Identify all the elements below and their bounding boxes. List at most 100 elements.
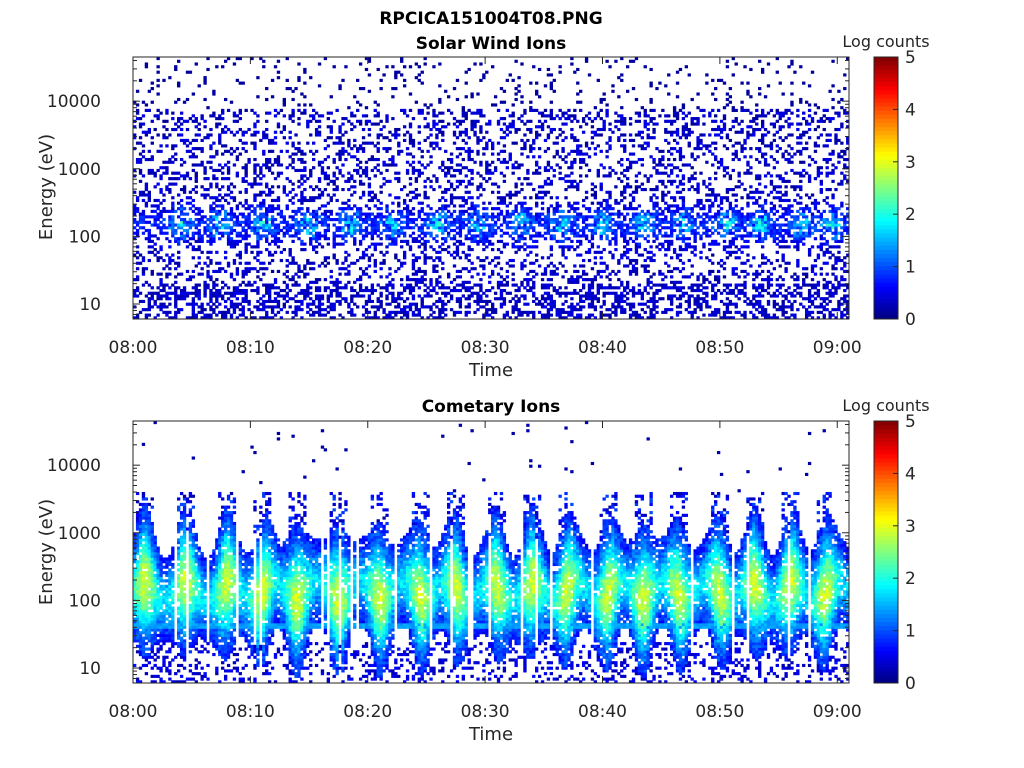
- heatmap-cell: [402, 261, 407, 265]
- heatmap-cell: [502, 160, 507, 164]
- heatmap-cell: [285, 299, 289, 304]
- heatmap-cell: [464, 201, 468, 205]
- heatmap-cell: [309, 218, 313, 222]
- heatmap-cell: [259, 215, 263, 219]
- heatmap-cell: [417, 111, 421, 115]
- heatmap-cell: [394, 299, 398, 304]
- heatmap-cell: [218, 114, 222, 118]
- heatmap-cell: [265, 283, 269, 287]
- heatmap-cell: [397, 177, 401, 181]
- heatmap-cell: [273, 207, 278, 211]
- heatmap-cell: [581, 283, 586, 287]
- heatmap-cell: [185, 269, 190, 274]
- heatmap-cell: [543, 297, 548, 301]
- heatmap-cell: [485, 166, 489, 170]
- heatmap-cell: [267, 188, 272, 192]
- heatmap-cell: [470, 122, 474, 126]
- heatmap-cell: [458, 302, 463, 306]
- heatmap-cell: [133, 253, 137, 257]
- heatmap-cell: [628, 122, 633, 126]
- heatmap-cell: [617, 138, 621, 143]
- heatmap-cell: [162, 125, 166, 129]
- heatmap-cell: [350, 215, 354, 219]
- heatmap-cell: [590, 215, 595, 219]
- heatmap-cell: [265, 291, 269, 295]
- heatmap-cell: [581, 215, 586, 219]
- heatmap-cell: [241, 305, 245, 309]
- heatmap-cell: [394, 171, 398, 175]
- heatmap-cell: [367, 223, 372, 227]
- heatmap-cell: [218, 136, 222, 140]
- heatmap-cell: [543, 231, 548, 235]
- heatmap-cell: [461, 198, 465, 203]
- heatmap-cell: [150, 305, 154, 309]
- heatmap-cell: [179, 272, 184, 276]
- heatmap-cell: [482, 299, 486, 304]
- heatmap-cell: [634, 111, 639, 115]
- heatmap-cell: [537, 95, 542, 99]
- heatmap-cell: [414, 256, 419, 260]
- heatmap-cell: [400, 261, 404, 265]
- heatmap-cell: [520, 231, 524, 235]
- heatmap-cell: [191, 188, 196, 192]
- heatmap-cell: [526, 245, 530, 249]
- heatmap-cell: [452, 237, 457, 241]
- heatmap-cell: [209, 114, 213, 118]
- heatmap-cell: [206, 136, 210, 140]
- heatmap-cell: [432, 267, 436, 271]
- heatmap-cell: [168, 272, 172, 276]
- heatmap-cell: [608, 228, 612, 233]
- heatmap-cell: [576, 278, 580, 282]
- heatmap-cell: [429, 294, 433, 298]
- heatmap-cell: [499, 160, 504, 164]
- heatmap-cell: [485, 223, 489, 227]
- heatmap-cell: [303, 95, 307, 99]
- heatmap-cell: [285, 294, 289, 298]
- heatmap-cell: [273, 242, 278, 246]
- heatmap-cell: [549, 220, 554, 224]
- heatmap-cell: [417, 174, 421, 178]
- heatmap-cell: [649, 310, 653, 314]
- heatmap-cell: [508, 299, 512, 304]
- heatmap-cell: [532, 215, 536, 219]
- heatmap-cell: [294, 283, 298, 287]
- heatmap-cell: [326, 218, 330, 222]
- heatmap-cell: [546, 310, 551, 314]
- heatmap-cell: [452, 286, 457, 290]
- heatmap-cell: [141, 114, 146, 118]
- heatmap-cell: [241, 177, 245, 181]
- heatmap-cell: [364, 253, 369, 257]
- heatmap-cell: [646, 250, 650, 254]
- heatmap-cell: [241, 133, 245, 137]
- heatmap-cell: [223, 215, 228, 219]
- heatmap-cell: [485, 237, 489, 241]
- heatmap-cell: [147, 168, 151, 173]
- heatmap-cell: [218, 220, 222, 224]
- heatmap-cell: [250, 316, 254, 320]
- heatmap-cell: [259, 250, 263, 254]
- heatmap-cell: [599, 316, 603, 320]
- heatmap-cell: [558, 166, 562, 170]
- heatmap-cell: [265, 209, 269, 213]
- heatmap-cell: [215, 182, 219, 186]
- heatmap-cell: [323, 264, 328, 268]
- heatmap-cell: [297, 117, 301, 121]
- heatmap-cell: [496, 190, 501, 194]
- heatmap-cell: [282, 297, 286, 301]
- heatmap-cell: [141, 100, 146, 104]
- heatmap-cell: [144, 267, 149, 271]
- heatmap-cell: [300, 149, 304, 153]
- heatmap-cell: [197, 294, 201, 298]
- heatmap-cell: [411, 212, 416, 216]
- heatmap-cell: [394, 305, 398, 309]
- heatmap-cell: [215, 185, 219, 189]
- heatmap-cell: [165, 160, 169, 164]
- heatmap-cell: [552, 212, 556, 216]
- heatmap-cell: [623, 174, 627, 178]
- heatmap-cell: [599, 212, 603, 216]
- heatmap-cell: [285, 141, 289, 145]
- heatmap-cell: [570, 160, 574, 164]
- heatmap-cell: [312, 209, 316, 213]
- heatmap-cell: [373, 226, 377, 230]
- heatmap-cell: [332, 280, 336, 284]
